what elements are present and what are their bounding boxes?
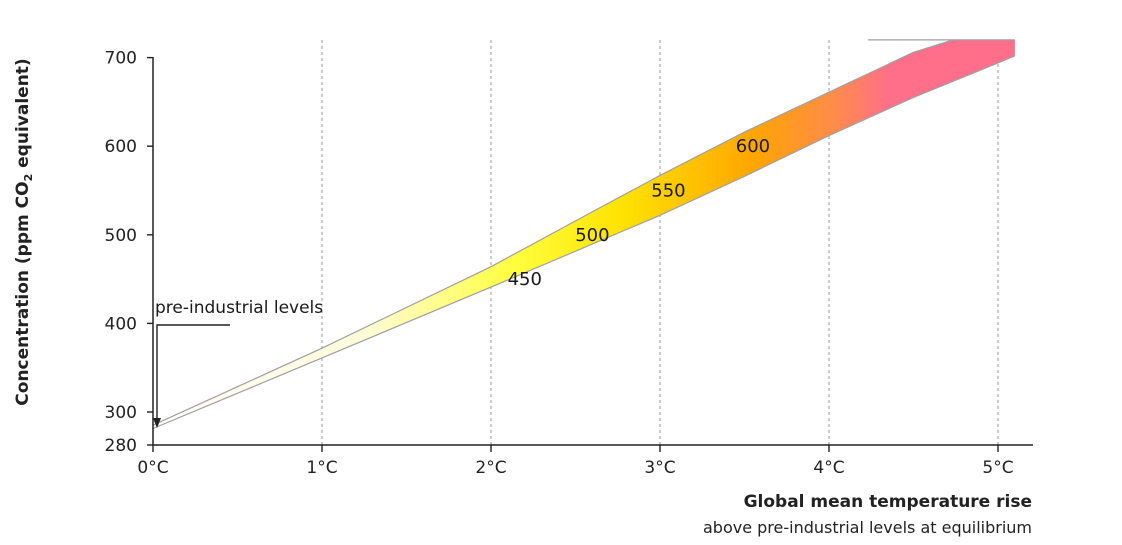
axes: 280 300 400 500 600 700 0°C 1°C 2°C 3°C 4°C 5°C [105, 49, 1033, 478]
band-label-500: 500 [575, 225, 609, 246]
y-tick-label-700: 700 [105, 49, 137, 69]
band-upper-edge [152, 20, 1016, 426]
annotation-arrowhead [153, 418, 161, 428]
x-axis-subtitle: above pre-industrial levels at equilibri… [703, 518, 1032, 537]
band-labels: 450 500 550 600 [508, 136, 771, 290]
y-tick-label-600: 600 [105, 137, 137, 157]
band-label-600: 600 [736, 136, 770, 157]
annotation-text: pre-industrial levels [155, 298, 323, 318]
x-axis-title: Global mean temperature rise [744, 492, 1032, 512]
band-lower-edge [152, 55, 1016, 430]
y-axis-title: Concentration (ppm CO2 equivalent) [13, 58, 35, 405]
band-label-450: 450 [508, 269, 542, 290]
x-tick-label-2: 2°C [475, 458, 506, 478]
annotation-arrow [156, 324, 230, 420]
concentration-band [140, 20, 1040, 430]
y-tick-label-400: 400 [105, 314, 137, 334]
x-tick-label-1: 1°C [306, 458, 337, 478]
y-tick-label-500: 500 [105, 226, 137, 246]
band-label-550: 550 [651, 181, 685, 202]
x-tick-label-5: 5°C [982, 458, 1013, 478]
x-tick-label-3: 3°C [644, 458, 675, 478]
y-tick-label-300: 300 [105, 403, 137, 423]
y-axis-title-subscript: 2 [22, 174, 35, 182]
x-tick-label-4: 4°C [813, 458, 844, 478]
x-tick-label-0: 0°C [137, 458, 168, 478]
band-top-cut [140, 20, 1040, 40]
band-fill [153, 20, 1015, 429]
y-axis-title-main: Concentration (ppm CO [13, 181, 33, 405]
y-axis-title-end: equivalent) [13, 58, 33, 173]
y-tick-label-280: 280 [105, 436, 137, 456]
pre-industrial-annotation: pre-industrial levels [153, 298, 323, 428]
